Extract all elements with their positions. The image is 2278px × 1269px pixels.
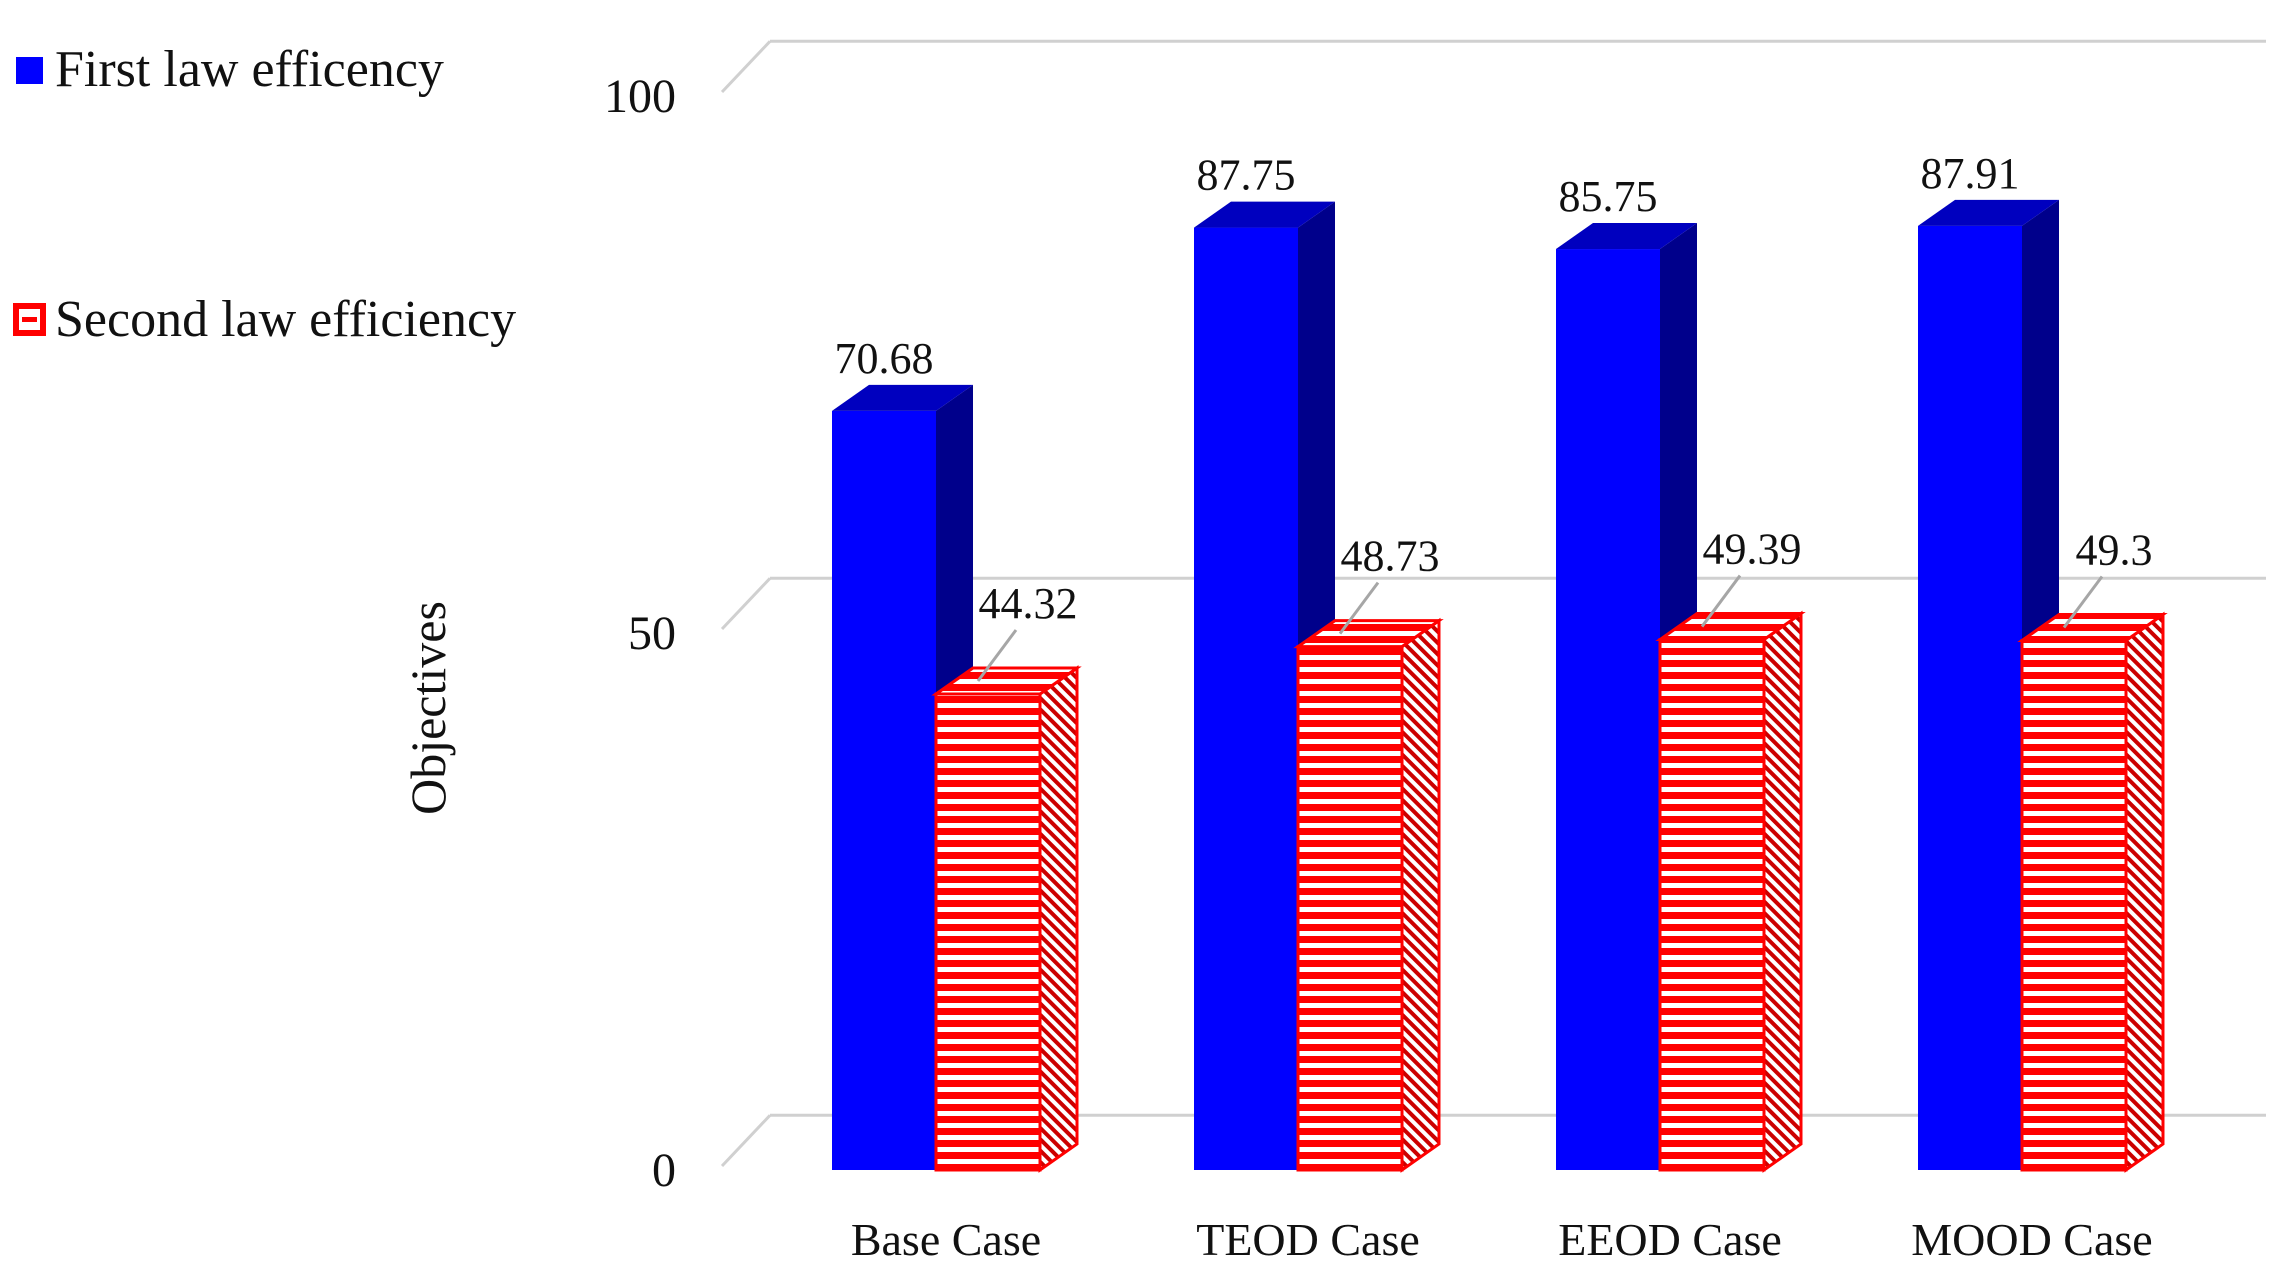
- data-label-leader: [1700, 574, 1742, 628]
- data-label: 49.39: [1703, 525, 1802, 574]
- data-label-leader: [2062, 575, 2104, 629]
- data-label: 87.91: [1921, 149, 2020, 198]
- y-axis-title: Objectives: [400, 601, 456, 815]
- x-tick-label: EEOD Case: [1558, 1214, 1782, 1265]
- bar: [931, 665, 1082, 1173]
- data-label: 85.75: [1559, 172, 1658, 221]
- legend-swatch-first-law: [16, 57, 43, 84]
- data-label: 70.68: [835, 334, 934, 383]
- y-tick-label: 50: [628, 607, 676, 660]
- data-label: 87.75: [1197, 151, 1296, 200]
- y-axis: 0 50 100: [604, 70, 676, 1197]
- x-tick-label: Base Case: [851, 1214, 1041, 1265]
- x-tick-label: TEOD Case: [1196, 1214, 1420, 1265]
- bar: [1655, 610, 1806, 1173]
- y-tick-label: 100: [604, 70, 676, 123]
- data-label-leader: [976, 629, 1018, 682]
- legend-item-second-law: Second law efficiency: [13, 291, 516, 348]
- bars: [832, 199, 2168, 1173]
- legend-item-first-law: First law efficency: [16, 41, 444, 98]
- gridline: [720, 39, 2266, 94]
- legend-label-second-law: Second law efficiency: [55, 291, 516, 348]
- data-label: 44.32: [979, 579, 1078, 628]
- x-tick-label: MOOD Case: [1911, 1214, 2152, 1265]
- data-label: 48.73: [1341, 532, 1440, 581]
- legend: First law efficency Second law efficienc…: [13, 41, 516, 348]
- legend-label-first-law: First law efficency: [55, 41, 444, 98]
- data-labels: 70.68 44.32 87.75 48.73 85.75 49.39 87.91 49.3: [835, 149, 2153, 682]
- data-label: 49.3: [2076, 526, 2153, 575]
- x-axis-categories: Base Case TEOD Case EEOD Case MOOD Case: [851, 1214, 2153, 1265]
- bar: [1293, 617, 1444, 1173]
- y-tick-label: 0: [652, 1144, 676, 1197]
- data-label-leader: [1338, 581, 1380, 635]
- bar: [2017, 611, 2168, 1173]
